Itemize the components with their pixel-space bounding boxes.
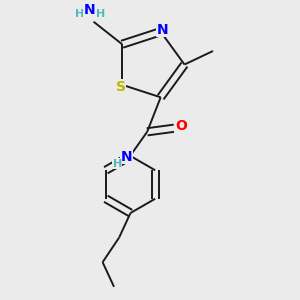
Text: N: N bbox=[157, 22, 169, 37]
Text: H: H bbox=[76, 9, 85, 19]
Text: N: N bbox=[84, 3, 96, 17]
Text: O: O bbox=[175, 119, 187, 133]
Text: H: H bbox=[96, 9, 105, 19]
Text: H: H bbox=[112, 159, 122, 169]
Text: N: N bbox=[120, 150, 132, 164]
Text: S: S bbox=[116, 80, 126, 94]
